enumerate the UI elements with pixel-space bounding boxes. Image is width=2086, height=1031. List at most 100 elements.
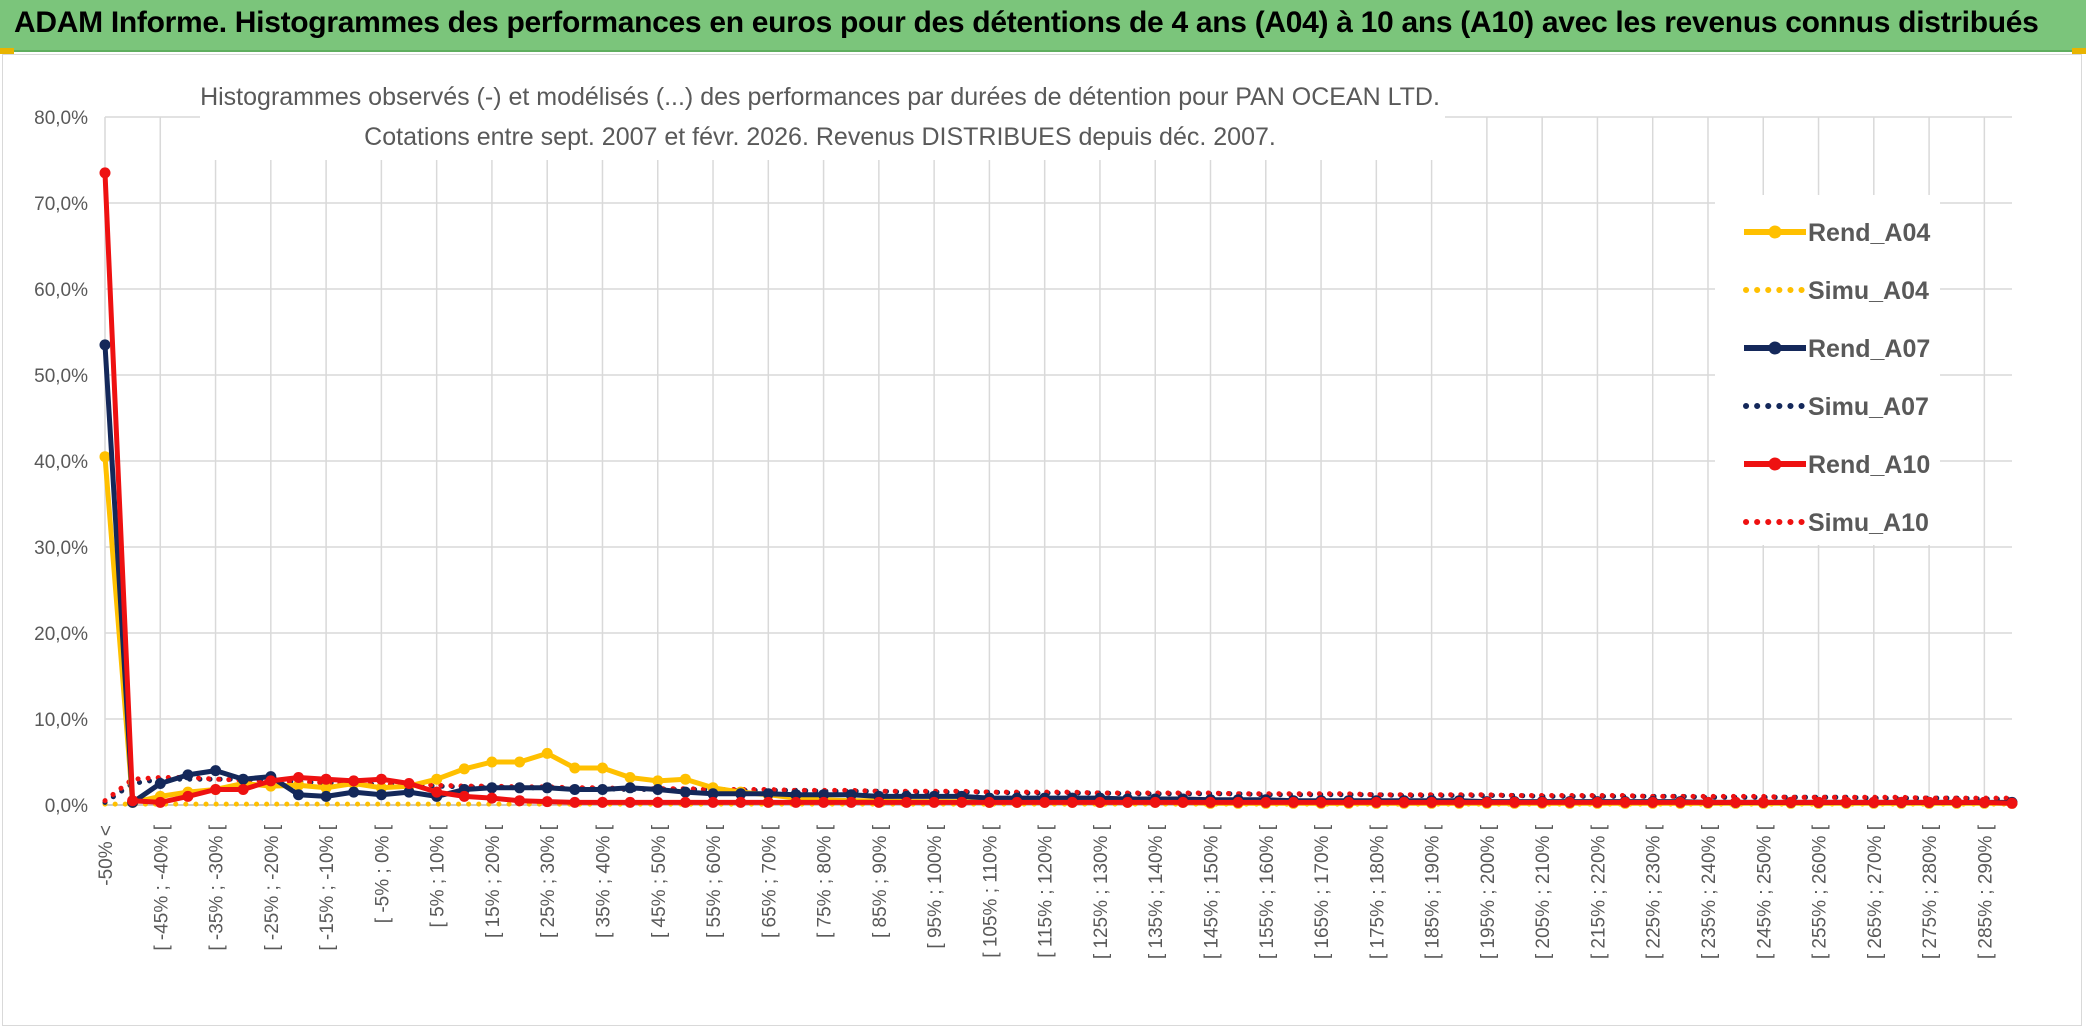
legend-marker-rend-a10 xyxy=(1768,457,1782,471)
data-point-rend-a10 xyxy=(99,167,111,179)
x-tick-label: [ 245% ; 250% [ xyxy=(1754,824,1775,959)
data-point-rend-a10 xyxy=(1426,796,1438,808)
x-tick-label: [ 135% ; 140% [ xyxy=(1146,824,1167,959)
y-tick-label: 0,0% xyxy=(45,796,88,817)
x-tick-label: [ 125% ; 130% [ xyxy=(1091,824,1112,959)
data-point-rend-a10 xyxy=(873,796,885,808)
data-point-rend-a10 xyxy=(1205,796,1216,808)
data-point-rend-a07 xyxy=(99,339,111,351)
data-point-rend-a07 xyxy=(182,769,194,781)
data-point-rend-a10 xyxy=(154,796,166,808)
data-point-rend-a04 xyxy=(431,773,443,785)
y-tick-label: 20,0% xyxy=(34,624,88,645)
data-point-rend-a10 xyxy=(1287,796,1299,808)
data-point-rend-a10 xyxy=(901,796,912,808)
chart-title-background xyxy=(200,76,1445,160)
data-point-rend-a10 xyxy=(1011,796,1023,808)
data-point-rend-a07 xyxy=(790,789,802,801)
chart-series xyxy=(99,167,2018,809)
report-title: ADAM Informe. Histogrammes des performan… xyxy=(14,6,2039,39)
legend-label-simu-a10[interactable]: Simu_A10 xyxy=(1808,509,1929,537)
data-point-rend-a10 xyxy=(1813,796,1824,808)
corner-mark-left xyxy=(0,48,14,54)
data-point-rend-a10 xyxy=(735,796,747,808)
x-tick-label: [ 75% ; 80% [ xyxy=(815,824,836,938)
data-point-rend-a10 xyxy=(403,778,415,789)
y-tick-label: 70,0% xyxy=(34,194,88,215)
data-point-rend-a10 xyxy=(1177,796,1189,808)
chart-legend[interactable]: Rend_A04 Simu_A04 Rend_A07 Simu_A07 Rend_A10… xyxy=(1715,195,1940,545)
x-tick-label: [ 235% ; 240% [ xyxy=(1699,824,1720,959)
x-tick-label: [ 145% ; 150% [ xyxy=(1202,824,1223,959)
x-tick-label: [ 25% ; 30% [ xyxy=(538,824,559,938)
x-tick-label: [ -15% ; -10% [ xyxy=(317,824,338,950)
data-point-rend-a04 xyxy=(652,775,664,787)
x-tick-label: [ 275% ; 280% [ xyxy=(1920,824,1941,959)
data-point-rend-a10 xyxy=(1315,796,1327,808)
x-tick-label: [ 265% ; 270% [ xyxy=(1865,824,1886,959)
data-point-rend-a10 xyxy=(624,796,636,808)
data-point-rend-a10 xyxy=(652,796,664,808)
data-point-rend-a10 xyxy=(237,784,249,795)
y-tick-label: 30,0% xyxy=(34,538,88,559)
chart-gridlines xyxy=(104,116,2012,806)
data-point-rend-a07 xyxy=(597,784,608,795)
x-tick-label: [ 165% ; 170% [ xyxy=(1312,824,1333,959)
data-point-rend-a10 xyxy=(2006,797,2018,809)
data-point-rend-a10 xyxy=(431,786,443,798)
data-point-rend-a07 xyxy=(514,782,526,794)
data-point-rend-a10 xyxy=(541,796,553,808)
data-point-rend-a10 xyxy=(597,796,608,808)
data-point-rend-a10 xyxy=(983,796,995,808)
data-point-rend-a07 xyxy=(210,765,222,777)
x-tick-label: [ 85% ; 90% [ xyxy=(870,824,891,938)
x-tick-label: [ 255% ; 260% [ xyxy=(1810,824,1831,959)
x-tick-label: [ 15% ; 20% [ xyxy=(483,824,504,938)
data-point-rend-a04 xyxy=(99,451,111,463)
legend-marker-rend-a07 xyxy=(1768,341,1782,355)
y-tick-label: 60,0% xyxy=(34,280,88,301)
x-tick-label: [ 195% ; 200% [ xyxy=(1478,824,1499,959)
data-point-rend-a04 xyxy=(541,747,553,759)
data-point-rend-a10 xyxy=(707,796,719,808)
x-tick-label: [ 285% ; 290% [ xyxy=(1975,824,1996,959)
data-point-rend-a10 xyxy=(320,773,332,785)
x-tick-label: [ -25% ; -20% [ xyxy=(262,824,283,950)
legend-label-simu-a07[interactable]: Simu_A07 xyxy=(1808,393,1929,421)
data-point-rend-a10 xyxy=(790,796,802,808)
data-point-rend-a10 xyxy=(1785,796,1797,808)
data-point-rend-a07 xyxy=(762,788,774,800)
y-tick-label: 10,0% xyxy=(34,710,88,731)
data-point-rend-a10 xyxy=(1840,796,1852,808)
legend-label-rend-a10[interactable]: Rend_A10 xyxy=(1808,451,1930,479)
data-point-rend-a10 xyxy=(1591,796,1603,808)
data-point-rend-a10 xyxy=(1066,796,1078,808)
x-tick-label: [ 205% ; 210% [ xyxy=(1533,824,1554,959)
legend-label-rend-a07[interactable]: Rend_A07 xyxy=(1808,335,1930,363)
data-point-rend-a07 xyxy=(403,786,415,798)
data-point-rend-a10 xyxy=(1398,796,1410,808)
data-point-rend-a10 xyxy=(818,796,830,808)
data-point-rend-a10 xyxy=(348,775,360,787)
legend-label-rend-a04[interactable]: Rend_A04 xyxy=(1808,219,1930,247)
data-point-rend-a10 xyxy=(1868,796,1880,808)
report-banner: ADAM Informe. Histogrammes des performan… xyxy=(0,0,2086,52)
data-point-rend-a04 xyxy=(486,756,498,768)
data-point-rend-a10 xyxy=(1702,796,1714,808)
legend-label-simu-a04[interactable]: Simu_A04 xyxy=(1808,277,1929,305)
data-point-rend-a04 xyxy=(597,762,608,774)
x-tick-label: [ -35% ; -30% [ xyxy=(207,824,228,950)
data-point-rend-a07 xyxy=(293,789,304,801)
y-tick-label: 50,0% xyxy=(34,366,88,387)
data-point-rend-a07 xyxy=(569,784,581,795)
legend-background xyxy=(1715,195,1940,545)
x-tick-label: [ 115% ; 120% [ xyxy=(1036,824,1057,957)
data-point-rend-a10 xyxy=(1674,796,1686,808)
data-point-rend-a10 xyxy=(210,784,222,795)
legend-marker-rend-a04 xyxy=(1768,225,1782,239)
x-tick-label: [ 175% ; 180% [ xyxy=(1367,824,1388,959)
data-point-rend-a10 xyxy=(1453,796,1465,808)
x-axis-ticks: -50% < [ -45% ; -40% [[ -35% ; -30% [[ -2… xyxy=(96,824,1996,959)
series-line-rend-a10 xyxy=(102,172,2013,806)
